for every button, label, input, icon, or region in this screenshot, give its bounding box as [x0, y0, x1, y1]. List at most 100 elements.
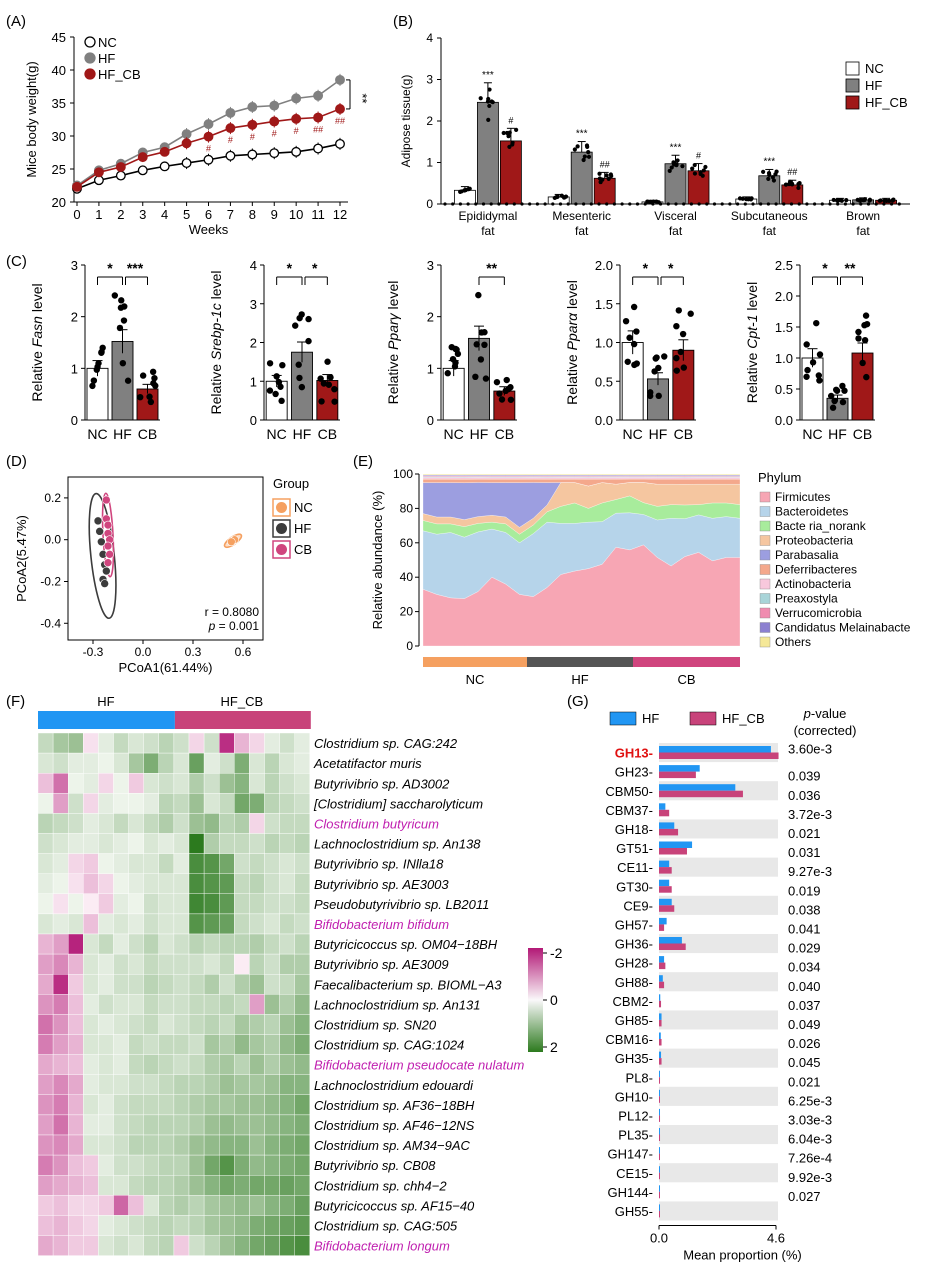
panel-g-cazyme-bar-chart: HF HF_CB p-value (corrected) GH13- 3.60e-3 GH2…	[605, 706, 856, 1263]
data-point	[813, 319, 820, 327]
y-label-suffix: level	[208, 271, 224, 304]
heatmap-cell	[128, 1114, 144, 1136]
heatmap-cell	[188, 1134, 205, 1156]
heatmap-cell	[203, 732, 220, 754]
baseline-dot	[551, 202, 555, 206]
category-label: CB	[138, 426, 157, 442]
heatmap-cell	[264, 1054, 280, 1075]
heatmap-cell	[128, 873, 144, 895]
heatmap-cell	[52, 752, 69, 774]
heatmap-cell	[98, 1235, 114, 1256]
data-point	[679, 330, 687, 338]
heatmap-cell	[37, 1114, 54, 1136]
heatmap-cell	[234, 873, 250, 895]
heatmap-cell	[279, 974, 295, 995]
data-point	[317, 375, 324, 382]
heatmap-cell	[173, 1195, 190, 1216]
scale-label: 0	[550, 992, 558, 1008]
data-point	[118, 297, 125, 304]
data-point	[318, 398, 325, 405]
heatmap-cell	[113, 853, 129, 874]
heatmap-cell	[113, 1154, 129, 1176]
pvalue-GH85: 0.049	[788, 1017, 821, 1032]
data-point	[320, 380, 328, 387]
heatmap-cell	[188, 913, 205, 935]
data-point	[124, 377, 132, 384]
bar-HF_CB-CBM2	[659, 1000, 662, 1008]
hash-annotation: ##	[787, 167, 797, 177]
group-label-HF: HF	[97, 694, 114, 709]
heatmap-cell	[188, 873, 205, 895]
row-label: Lachnoclostridium sp. An131	[314, 997, 480, 1012]
y-tick-label: 0	[71, 413, 78, 428]
heatmap-cell	[173, 1074, 190, 1095]
data-point-NC	[291, 146, 302, 157]
data-point	[700, 173, 705, 178]
heatmap-cell	[218, 913, 235, 935]
y-label-gene: Pparγ	[385, 312, 401, 350]
y-tick-label: 20	[52, 195, 66, 210]
heatmap-cell	[249, 1235, 265, 1256]
heatmap-cell	[98, 833, 114, 854]
heatmap-cell	[188, 893, 205, 915]
data-point-NC	[115, 170, 126, 181]
baseline-dot	[497, 202, 501, 206]
y-tick-label: 25	[52, 162, 66, 177]
hash-annotation: #	[272, 128, 277, 138]
heatmap-cell	[249, 1215, 265, 1236]
data-point-HF	[269, 100, 280, 111]
heatmap-cell	[249, 1054, 265, 1075]
heatmap-cell	[128, 953, 144, 975]
heatmap-cell	[294, 1154, 311, 1176]
heatmap-cell	[52, 1174, 69, 1196]
heatmap-cell	[203, 1154, 220, 1176]
heatmap-cell	[279, 1215, 295, 1236]
row-label: Butyricicoccus sp. OM04−18BH	[314, 937, 498, 952]
y-tick-label: 0.5	[775, 382, 793, 397]
heatmap-cell	[249, 1195, 265, 1216]
legend-swatch-HF_CB	[689, 711, 717, 726]
heatmap-cell	[128, 1235, 144, 1256]
heatmap-cell	[218, 933, 235, 955]
heatmap-cell	[143, 813, 159, 834]
legend-swatch-Preaxostyla	[759, 593, 771, 604]
bar-HF-CE15	[659, 1166, 660, 1173]
data-point	[496, 390, 503, 397]
heatmap-cell	[37, 1195, 54, 1216]
baseline-dot	[789, 202, 794, 206]
heatmap-cell	[234, 953, 250, 975]
baseline-dot	[659, 202, 663, 206]
heatmap-cell	[98, 1195, 114, 1216]
heatmap-cell	[52, 773, 69, 794]
heatmap-cell	[83, 1114, 99, 1136]
heatmap-cell	[249, 913, 265, 935]
data-point	[673, 322, 680, 330]
heatmap-cell	[218, 1235, 235, 1256]
pvalue-PL12: 3.03e-3	[788, 1112, 832, 1127]
heatmap-cell	[218, 893, 235, 915]
heatmap-cell	[98, 913, 114, 935]
data-point	[98, 348, 105, 356]
data-point	[597, 171, 602, 176]
heatmap-cell	[98, 732, 114, 754]
category-label: NC	[623, 426, 643, 442]
pvalue-CBM37: 3.72e-3	[788, 807, 832, 822]
heatmap-cell	[52, 1195, 69, 1216]
heatmap-cell	[203, 953, 220, 975]
heatmap-cell	[203, 833, 220, 854]
bar-HF-GH144	[659, 1185, 660, 1192]
heatmap-cell	[143, 933, 159, 955]
data-point	[796, 181, 801, 187]
baseline-dot	[451, 202, 455, 206]
baseline-dot	[489, 202, 493, 206]
legend-label-NC: NC	[98, 35, 117, 50]
y-tick-label: 1	[426, 156, 433, 170]
legend-label-HF_CB: HF_CB	[865, 95, 908, 110]
heatmap-cell	[52, 1034, 69, 1055]
y-tick-label: 1	[250, 374, 257, 389]
heatmap-cell	[188, 994, 205, 1015]
data-point-NC	[269, 148, 280, 159]
baseline-dot	[528, 202, 532, 206]
x-tick-label: 12	[333, 207, 347, 222]
